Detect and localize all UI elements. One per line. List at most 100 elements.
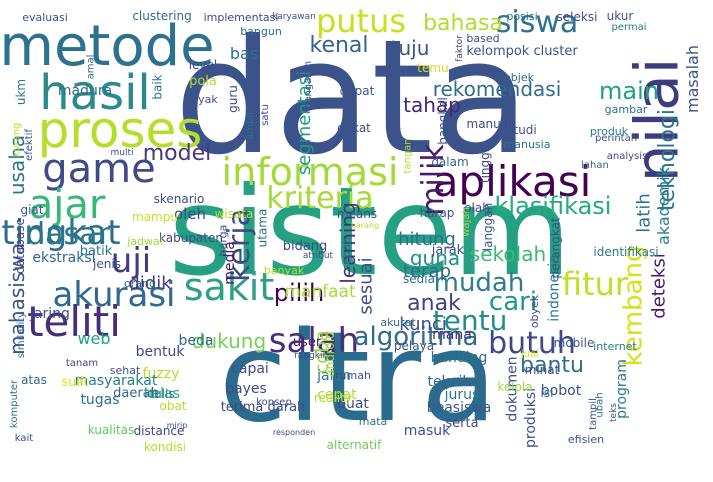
word-permai: permai bbox=[611, 22, 647, 33]
word-manfaat: manfaat bbox=[284, 281, 356, 302]
word-clustering: clustering bbox=[132, 9, 192, 23]
word-produksi: produksi bbox=[522, 388, 539, 448]
word-konsep: konsep bbox=[256, 397, 292, 408]
word-kelola: kelola bbox=[497, 380, 533, 394]
word-bobot: bobot bbox=[540, 383, 582, 399]
word-game: game bbox=[42, 146, 156, 192]
word-layak: layak bbox=[188, 92, 218, 106]
word-bahasa: bahasa bbox=[423, 11, 503, 36]
word-jenis: jenis bbox=[93, 257, 121, 271]
word-bayes: bayes bbox=[225, 381, 267, 397]
word-main: main bbox=[599, 77, 659, 105]
word-utama: utama bbox=[254, 208, 269, 248]
word-obyek: obyek bbox=[528, 294, 542, 328]
word-jalan: jalan bbox=[317, 368, 351, 384]
word-bentuk: bentuk bbox=[135, 344, 185, 360]
word-giat: giat bbox=[20, 203, 44, 217]
word-tahap: tahap bbox=[403, 93, 461, 117]
word-sehat: sehat bbox=[109, 363, 141, 377]
word-minat: minat bbox=[524, 363, 560, 377]
word-evaluasi: evaluasi bbox=[22, 10, 68, 24]
word-studi: studi bbox=[507, 123, 537, 137]
word-oleh: oleh bbox=[173, 204, 207, 223]
word-tanam: tanam bbox=[65, 358, 99, 369]
word-web: web bbox=[77, 329, 111, 348]
word-implementasi: implementasi bbox=[203, 10, 279, 24]
word-bangun: bangun bbox=[240, 24, 282, 38]
word-akurasi: akurasi bbox=[52, 275, 176, 315]
word-juai: juai bbox=[520, 349, 540, 360]
word-teknik: teknik bbox=[427, 374, 471, 390]
word-daerah: daerah bbox=[113, 385, 159, 401]
word-pilih: pilih bbox=[273, 279, 325, 307]
word-salah: salah bbox=[268, 321, 360, 361]
word-bangkal: bangkal bbox=[435, 97, 450, 145]
word-aplikasi: aplikasi bbox=[432, 157, 592, 206]
word-rangking: rangking bbox=[294, 350, 334, 361]
word-guru: guru bbox=[225, 85, 240, 113]
word-mudah: mudah bbox=[433, 268, 525, 298]
word-karyawan: karyawan bbox=[272, 11, 316, 22]
word-cari: cari bbox=[488, 287, 538, 317]
word-masuk: masuk bbox=[403, 423, 451, 439]
word-jurus: jurus bbox=[444, 387, 480, 403]
word-sesuai: sesuai bbox=[355, 257, 377, 315]
word-mobile: mobile bbox=[553, 336, 595, 350]
word-model: model bbox=[142, 141, 212, 166]
word-dasar: dasar bbox=[26, 217, 110, 252]
word-tinggi: tinggi bbox=[477, 148, 492, 184]
word-sebab: sebab bbox=[340, 236, 354, 270]
word-fuzzy: fuzzy bbox=[142, 366, 180, 382]
word-deteksi: deteksi bbox=[648, 253, 670, 319]
word-temu: temu bbox=[417, 61, 449, 75]
word-tuju: tuju bbox=[390, 36, 430, 60]
word-banyak: banyak bbox=[263, 263, 305, 277]
word-wisata: wisata bbox=[214, 207, 254, 221]
word-algoritma: algoritma bbox=[353, 322, 479, 352]
word-kenal: kenal bbox=[309, 33, 369, 58]
word-orang: orang bbox=[124, 276, 156, 290]
word-dapat: dapat bbox=[339, 84, 375, 98]
word-anak: anak bbox=[407, 291, 461, 316]
word-masalah: masalah bbox=[682, 45, 702, 113]
word-sistem: sistem bbox=[168, 161, 572, 303]
word-ekstraksi: ekstraksi bbox=[32, 250, 96, 266]
word-kelompok-cluster: kelompok cluster bbox=[466, 43, 578, 59]
word-mata: mata bbox=[358, 414, 388, 428]
word-serta: serta bbox=[445, 415, 479, 431]
word-proses: proses bbox=[37, 101, 203, 159]
word-alternatif: alternatif bbox=[326, 438, 382, 452]
word-pelaya: pelaya bbox=[393, 339, 435, 353]
word-jaring: jaring bbox=[30, 306, 70, 322]
word-sakit: sakit bbox=[183, 265, 275, 309]
word-metode: metode bbox=[0, 14, 215, 79]
word-harga: harga bbox=[216, 224, 230, 256]
word-efisien: efisien bbox=[567, 432, 605, 446]
word-hitung: hitung bbox=[398, 229, 456, 250]
word-teks: teks bbox=[608, 402, 619, 422]
word-internet: internet bbox=[593, 339, 637, 353]
word-dukung: dukung bbox=[191, 329, 267, 353]
word-perintah: perintah bbox=[594, 133, 638, 144]
word-kondisi: kondisi bbox=[143, 440, 186, 454]
word-ubah: ubah bbox=[594, 392, 606, 418]
word-terap: terap bbox=[403, 261, 451, 282]
word-reality: reality bbox=[314, 391, 352, 405]
word-bantu: bantu bbox=[520, 353, 584, 378]
word-masyarakat: masyarakat bbox=[74, 373, 158, 389]
word-atribut: atribut bbox=[302, 250, 334, 261]
word-komputer: komputer bbox=[9, 379, 20, 429]
word-sedia: sedia bbox=[403, 272, 435, 286]
word-kunci: kunci bbox=[399, 314, 447, 335]
word-bas: bas bbox=[229, 44, 259, 63]
word-similarity: similarity bbox=[16, 311, 28, 359]
word-ajar: ajar bbox=[28, 182, 106, 228]
word-identifikasi: identifikasi bbox=[593, 245, 659, 259]
word-jadwal: jadwal bbox=[127, 234, 163, 248]
word-madura: madura bbox=[57, 83, 113, 99]
word-ukur: ukur bbox=[606, 9, 634, 23]
word-isi: isi bbox=[540, 386, 554, 400]
word-teliti: teliti bbox=[27, 297, 121, 346]
word-cepat: cepat bbox=[317, 387, 357, 403]
